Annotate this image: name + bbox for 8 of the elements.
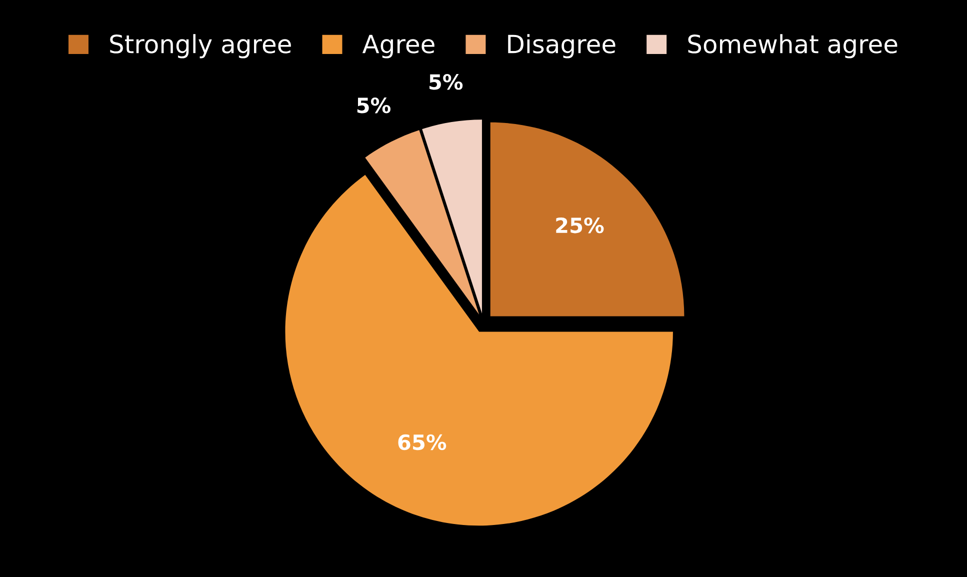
legend-label: Somewhat agree: [688, 34, 898, 58]
legend-label: Strongly agree: [110, 34, 291, 58]
data-label: 25%: [556, 217, 604, 234]
legend-label: Agree: [362, 34, 434, 58]
data-label: 5%: [430, 74, 463, 90]
data-label: 65%: [398, 434, 446, 450]
data-label: 5%: [357, 97, 390, 114]
legend-label: Disagree: [508, 34, 616, 58]
